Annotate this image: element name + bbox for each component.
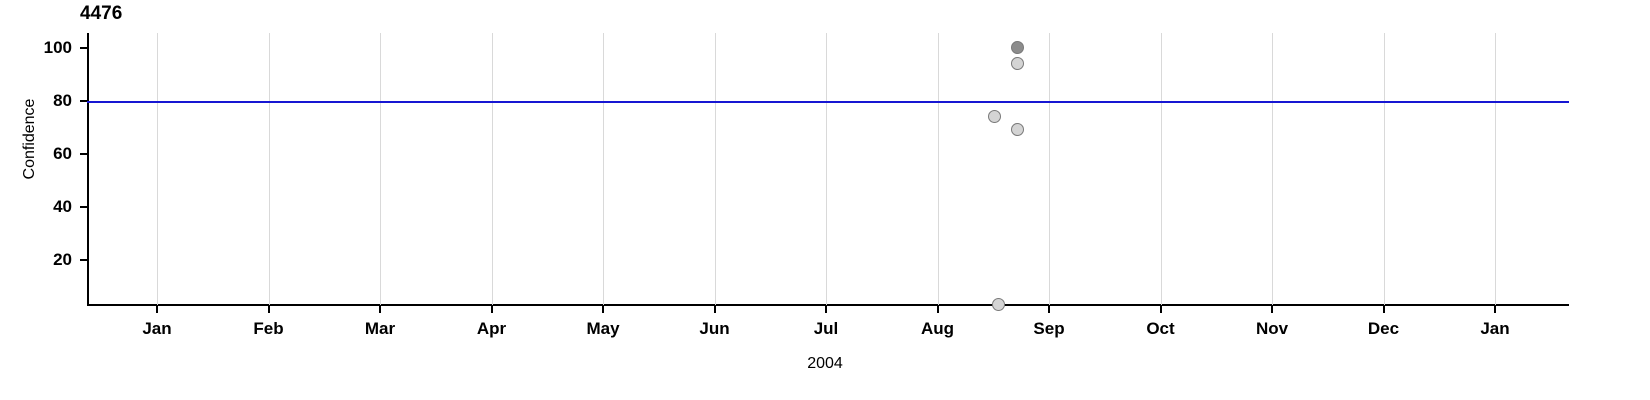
y-tick-mark-80 <box>80 100 87 102</box>
x-tick-mark-6 <box>825 306 827 313</box>
gridline-nov-10 <box>1272 33 1273 305</box>
gridline-aug-7 <box>937 33 939 305</box>
x-tick-label-11: Dec <box>1367 319 1400 338</box>
gridline-mar-2 <box>380 33 381 305</box>
x-tick-label-5: Jun <box>699 319 730 338</box>
y-tick-label-40: 40 <box>53 197 72 216</box>
x-tick-mark-11 <box>1382 306 1385 313</box>
x-tick-label-4: May <box>586 319 620 338</box>
gridline-oct-9 <box>1160 33 1162 305</box>
x-tick-label-7: Aug <box>920 319 955 338</box>
y-tick-label-80: 80 <box>53 91 72 110</box>
y-tick-label-100: 100 <box>43 38 72 57</box>
x-tick-label-9: Oct <box>1146 319 1175 338</box>
y-tick-mark-20 <box>80 259 87 261</box>
gridline-may-4 <box>603 33 604 305</box>
x-tick-label-12: Jan <box>1480 319 1510 338</box>
x-tick-mark-3 <box>490 306 493 313</box>
gridline-apr-3 <box>491 33 493 305</box>
x-tick-mark-9 <box>1159 306 1162 313</box>
reference-line-80 <box>87 101 1569 103</box>
data-point-4 <box>991 298 1005 312</box>
x-tick-mark-1 <box>267 306 270 313</box>
x-tick-mark-8 <box>1048 306 1050 313</box>
y-axis-line <box>87 33 89 306</box>
gridline-jan-0 <box>157 33 158 305</box>
x-tick-label-2: Mar <box>364 319 396 338</box>
x-tick-label-3: Apr <box>476 319 507 338</box>
x-tick-mark-2 <box>379 306 381 313</box>
y-tick-mark-40 <box>80 206 87 208</box>
gridline-jun-5 <box>714 33 716 305</box>
x-axis-line <box>87 304 1569 306</box>
x-tick-mark-5 <box>713 306 716 313</box>
chart-title: 4476 <box>80 3 123 24</box>
x-tick-label-0: Jan <box>142 319 172 338</box>
y-tick-label-20: 20 <box>53 250 72 269</box>
x-tick-mark-7 <box>936 306 939 313</box>
gridline-sep-8 <box>1049 33 1050 305</box>
x-tick-mark-10 <box>1271 306 1273 313</box>
gridline-feb-1 <box>268 33 270 305</box>
data-point-0 <box>1010 41 1024 54</box>
data-point-3 <box>1010 123 1024 137</box>
x-tick-mark-0 <box>156 306 158 313</box>
x-tick-mark-4 <box>602 306 604 313</box>
y-tick-mark-100 <box>80 47 87 49</box>
x-tick-label-8: Sep <box>1033 319 1065 338</box>
gridline-jan-12 <box>1495 33 1496 305</box>
plot-panel <box>87 33 1569 312</box>
x-axis-title: 2004 <box>807 355 843 372</box>
x-tick-label-1: Feb <box>253 319 284 338</box>
y-tick-mark-60 <box>80 153 87 155</box>
x-tick-mark-12 <box>1494 306 1496 313</box>
gridline-jul-6 <box>826 33 827 305</box>
x-tick-label-6: Jul <box>813 319 839 338</box>
gridline-dec-11 <box>1383 33 1385 305</box>
x-tick-label-10: Nov <box>1255 319 1289 338</box>
data-point-2 <box>988 109 1002 123</box>
y-tick-label-60: 60 <box>53 144 72 163</box>
data-point-1 <box>1010 56 1024 70</box>
